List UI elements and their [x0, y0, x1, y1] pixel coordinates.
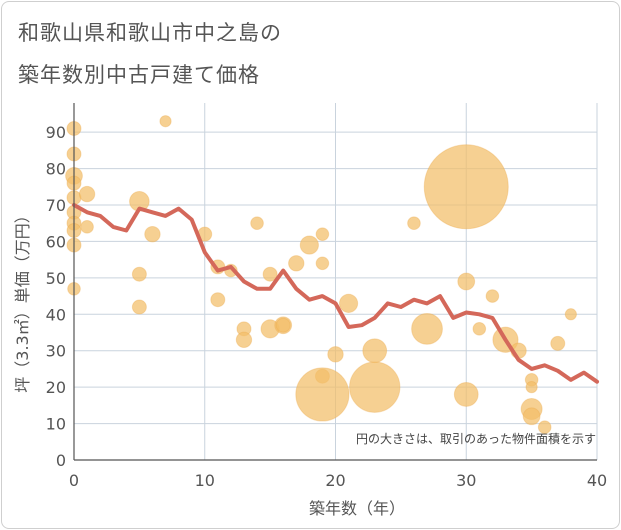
trend-line-series: [72, 203, 599, 384]
scatter-point: [315, 256, 330, 271]
y-tick-label: 50: [46, 269, 66, 288]
scatter-point: [472, 322, 487, 336]
scatter-point: [131, 266, 147, 282]
x-tick-label: 20: [325, 471, 345, 490]
y-tick-label: 30: [46, 342, 66, 361]
scatter-point: [262, 266, 278, 282]
scatter-point: [315, 227, 330, 241]
y-axis-title: 坪（3.3㎡）単価（万円）: [13, 207, 32, 392]
scatter-point: [131, 299, 147, 315]
x-tick-label: 10: [195, 471, 215, 490]
y-tick-label: 0: [56, 451, 66, 470]
x-tick-label: 30: [456, 471, 476, 490]
scatter-point: [564, 308, 577, 321]
y-tick-label: 70: [46, 196, 66, 215]
x-tick-label: 40: [587, 471, 607, 490]
scatter-point: [235, 331, 253, 348]
scatter-point: [159, 115, 172, 128]
scatter-point: [327, 346, 344, 363]
scatter-point: [250, 216, 264, 231]
trend-line: [72, 203, 599, 384]
y-tick-label: 20: [46, 378, 66, 397]
chart-annotation: 円の大きさは、取引のあった物件面積を示す: [356, 431, 596, 446]
scatter-point: [299, 235, 319, 255]
scatter-point: [485, 289, 500, 303]
scatter-point: [295, 367, 350, 422]
x-axis-title: 築年数（年）: [309, 499, 405, 518]
scatter-point: [407, 216, 421, 231]
scatter-point: [362, 338, 388, 364]
scatter-point: [275, 317, 291, 333]
axes: [73, 103, 597, 461]
scatter-point: [423, 144, 509, 230]
y-tick-label: 40: [46, 305, 66, 324]
chart-title-line-1: 和歌山県和歌山市中之島の: [18, 21, 282, 45]
scatter-point: [210, 292, 226, 308]
scatter-point: [550, 335, 566, 351]
scatter-point: [144, 225, 161, 243]
y-tick-label: 60: [46, 232, 66, 251]
scatter-point: [522, 407, 541, 426]
scatter-point: [338, 293, 359, 313]
chart-title-line-2: 築年数別中古戸建て価格: [18, 63, 260, 87]
y-tick-label: 10: [46, 415, 66, 434]
bubble-series: [65, 115, 577, 435]
scatter-point: [525, 381, 538, 394]
y-tick-label: 80: [46, 160, 66, 179]
tick-labels: 0 10 20 30 40 50 60 70 80 90 0 10 20 30 40: [46, 123, 608, 490]
scatter-point: [457, 272, 476, 291]
scatter-point: [349, 361, 401, 413]
scatter-point: [80, 220, 94, 234]
y-tick-label: 90: [46, 123, 66, 142]
x-tick-label: 0: [69, 471, 79, 490]
scatter-point: [288, 255, 305, 272]
scatter-point: [411, 312, 443, 345]
scatter-point: [78, 185, 96, 203]
scatter-point: [453, 382, 479, 407]
scatter-point: [537, 420, 552, 435]
